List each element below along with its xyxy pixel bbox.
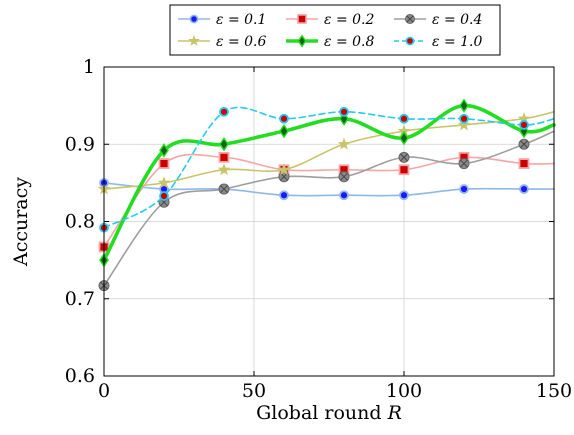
data-point: [337, 137, 351, 150]
y-tick-label: 1: [83, 56, 95, 78]
x-axis-label: Global round R: [256, 402, 402, 424]
series-line: [103, 153, 555, 248]
data-point: [188, 34, 200, 46]
legend-item: ε = 0.4: [394, 12, 482, 28]
data-point: [399, 190, 409, 201]
x-tick-label: 150: [536, 380, 572, 402]
y-axis-label: Accuracy: [10, 177, 32, 267]
data-point: [218, 151, 230, 163]
data-point: [398, 151, 410, 163]
legend-item: ε = 0.8: [286, 34, 375, 50]
series-line: [103, 106, 555, 229]
data-point: [405, 36, 415, 46]
data-point: [157, 176, 171, 189]
data-point: [278, 171, 290, 183]
legend: ε = 0.1 ε = 0.2 ε = 0.4 ε = 0.6 ε = 0.8 ε = 1…: [169, 4, 501, 56]
data-point: [458, 158, 470, 170]
legend-label: ε = 0.8: [324, 34, 375, 50]
series-line: [103, 130, 555, 287]
data-point: [159, 191, 169, 201]
legend-item: ε = 0.2: [286, 12, 375, 28]
legend-item: ε = 0.6: [178, 34, 267, 50]
data-point: [189, 14, 199, 24]
data-point: [459, 113, 469, 124]
y-tick-label: 0.6: [65, 365, 95, 387]
data-point: [399, 130, 409, 146]
data-point: [457, 118, 471, 131]
data-point: [339, 106, 349, 117]
data-point: [297, 14, 307, 24]
data-point: [338, 171, 350, 183]
data-point: [519, 123, 529, 139]
legend-label: ε = 1.0: [432, 34, 483, 50]
data-point: [217, 163, 231, 176]
legend-label: ε = 0.2: [324, 12, 375, 28]
x-tick-label: 50: [242, 380, 266, 402]
data-point: [518, 138, 530, 150]
data-point: [459, 184, 469, 194]
data-point: [159, 143, 169, 158]
data-point: [279, 123, 289, 139]
legend-item: ε = 1.0: [394, 34, 483, 50]
legend-box: [169, 4, 501, 56]
data-point: [519, 120, 529, 130]
y-tick-label: 0.7: [65, 288, 95, 310]
series-lines: [97, 98, 556, 292]
data-point: [219, 136, 229, 152]
tick-labels: 0 50 100 150 0.6 0.7 0.8 0.9 1: [65, 56, 572, 402]
y-tick-label: 0.8: [65, 211, 95, 233]
data-point: [219, 106, 229, 117]
x-tick-label: 0: [98, 380, 110, 402]
plot-frame: [103, 66, 555, 377]
legend-label: ε = 0.6: [216, 34, 267, 50]
series-line: [103, 182, 555, 197]
series-line: [102, 103, 556, 262]
data-point: [398, 164, 410, 176]
data-point: [519, 184, 529, 194]
series-2: [98, 130, 555, 292]
data-point: [277, 163, 291, 176]
series-0: [99, 177, 555, 201]
data-point: [339, 190, 349, 201]
legend-label: ε = 0.1: [216, 12, 266, 28]
data-point: [297, 34, 307, 48]
data-point: [459, 98, 469, 113]
y-tick-label: 0.9: [65, 133, 95, 155]
data-point: [218, 183, 230, 195]
x-tick-label: 100: [386, 380, 422, 402]
data-point: [279, 113, 289, 124]
data-point: [158, 158, 170, 169]
data-point: [279, 190, 289, 201]
data-point: [399, 113, 409, 124]
data-point: [405, 14, 415, 24]
data-point: [518, 158, 530, 169]
legend-label: ε = 0.4: [432, 12, 482, 28]
legend-item: ε = 0.1: [178, 12, 266, 28]
